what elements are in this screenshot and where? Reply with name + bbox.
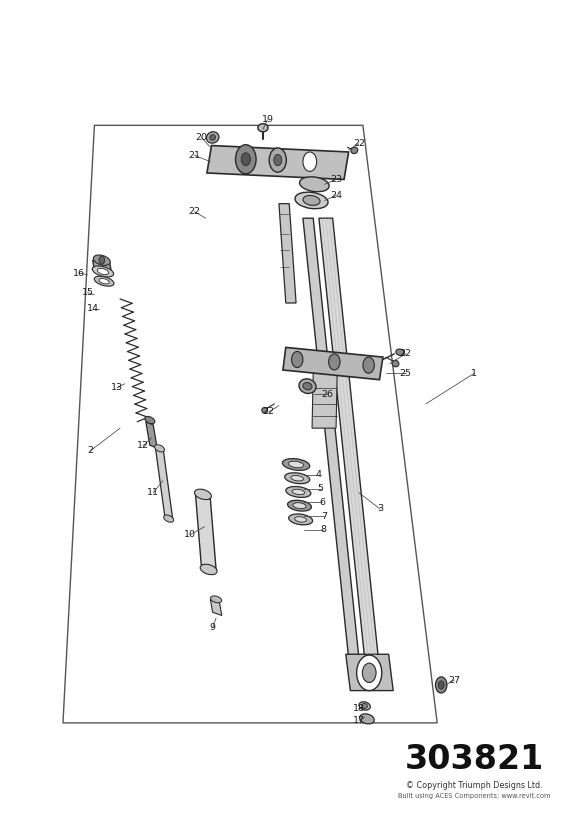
Ellipse shape bbox=[282, 459, 310, 471]
Ellipse shape bbox=[362, 704, 367, 709]
Polygon shape bbox=[319, 218, 381, 680]
Ellipse shape bbox=[291, 475, 304, 481]
Circle shape bbox=[292, 352, 303, 368]
Ellipse shape bbox=[303, 195, 320, 205]
Polygon shape bbox=[210, 599, 222, 616]
Ellipse shape bbox=[145, 416, 155, 424]
Polygon shape bbox=[207, 146, 349, 180]
Polygon shape bbox=[146, 422, 157, 448]
Text: 13: 13 bbox=[111, 383, 123, 392]
Circle shape bbox=[99, 256, 105, 265]
Text: 9: 9 bbox=[210, 623, 216, 632]
Ellipse shape bbox=[262, 408, 268, 413]
Text: 18: 18 bbox=[353, 704, 365, 713]
Ellipse shape bbox=[289, 514, 312, 525]
Text: 26: 26 bbox=[321, 390, 333, 399]
Text: 4: 4 bbox=[316, 471, 322, 480]
Ellipse shape bbox=[299, 379, 316, 394]
Text: 21: 21 bbox=[188, 151, 201, 160]
Text: 6: 6 bbox=[319, 498, 325, 507]
Circle shape bbox=[241, 152, 250, 166]
Text: 25: 25 bbox=[400, 368, 412, 377]
Ellipse shape bbox=[93, 255, 110, 265]
Circle shape bbox=[357, 655, 382, 691]
Text: 3: 3 bbox=[377, 504, 383, 513]
Ellipse shape bbox=[97, 269, 108, 274]
Ellipse shape bbox=[294, 517, 307, 522]
Ellipse shape bbox=[292, 489, 305, 494]
Polygon shape bbox=[195, 494, 216, 569]
Ellipse shape bbox=[164, 515, 174, 522]
Text: 7: 7 bbox=[321, 512, 327, 521]
Text: 10: 10 bbox=[184, 530, 196, 539]
Text: 17: 17 bbox=[353, 716, 365, 725]
Circle shape bbox=[363, 663, 376, 682]
Text: 19: 19 bbox=[262, 115, 273, 124]
Text: 11: 11 bbox=[147, 489, 159, 497]
Ellipse shape bbox=[295, 192, 328, 208]
Polygon shape bbox=[279, 204, 296, 303]
Ellipse shape bbox=[210, 596, 222, 603]
Text: 303821: 303821 bbox=[405, 742, 544, 775]
Text: 2: 2 bbox=[87, 447, 93, 456]
Circle shape bbox=[303, 152, 317, 171]
Polygon shape bbox=[346, 654, 393, 691]
Text: 1: 1 bbox=[471, 368, 477, 377]
Text: 22: 22 bbox=[400, 349, 412, 358]
Ellipse shape bbox=[392, 360, 399, 367]
Text: 22: 22 bbox=[263, 408, 275, 416]
Ellipse shape bbox=[92, 266, 114, 277]
Text: 8: 8 bbox=[320, 526, 326, 535]
Text: 20: 20 bbox=[195, 133, 207, 142]
Polygon shape bbox=[63, 125, 437, 723]
Ellipse shape bbox=[94, 276, 114, 286]
Ellipse shape bbox=[360, 714, 374, 723]
Text: 12: 12 bbox=[137, 442, 149, 451]
Circle shape bbox=[236, 145, 256, 174]
Ellipse shape bbox=[99, 279, 109, 284]
Text: 16: 16 bbox=[73, 269, 85, 278]
Ellipse shape bbox=[300, 177, 329, 192]
Text: 15: 15 bbox=[82, 288, 93, 297]
Text: 27: 27 bbox=[448, 676, 461, 685]
Ellipse shape bbox=[206, 132, 219, 143]
Ellipse shape bbox=[396, 349, 405, 355]
Text: 24: 24 bbox=[330, 191, 342, 200]
Ellipse shape bbox=[258, 124, 268, 132]
Ellipse shape bbox=[287, 500, 311, 511]
Ellipse shape bbox=[359, 702, 370, 710]
Ellipse shape bbox=[289, 461, 304, 468]
Circle shape bbox=[363, 357, 374, 373]
Ellipse shape bbox=[210, 134, 216, 140]
Ellipse shape bbox=[200, 564, 217, 574]
Ellipse shape bbox=[286, 486, 311, 498]
Text: 23: 23 bbox=[330, 175, 342, 184]
Ellipse shape bbox=[154, 445, 164, 452]
Polygon shape bbox=[312, 372, 337, 428]
Text: © Copyright Triumph Designs Ltd.: © Copyright Triumph Designs Ltd. bbox=[406, 780, 543, 789]
Circle shape bbox=[269, 148, 286, 172]
Polygon shape bbox=[303, 218, 361, 680]
Polygon shape bbox=[93, 260, 111, 273]
Circle shape bbox=[329, 353, 340, 370]
Text: 5: 5 bbox=[318, 485, 324, 494]
Text: 22: 22 bbox=[353, 139, 365, 148]
Text: 14: 14 bbox=[87, 304, 99, 313]
Text: Built using ACES Components: www.revit.com: Built using ACES Components: www.revit.c… bbox=[398, 793, 550, 798]
Circle shape bbox=[274, 154, 282, 166]
Ellipse shape bbox=[303, 382, 312, 390]
Ellipse shape bbox=[285, 473, 310, 484]
Ellipse shape bbox=[293, 503, 306, 508]
Ellipse shape bbox=[351, 147, 358, 153]
Text: 22: 22 bbox=[188, 207, 201, 216]
Polygon shape bbox=[156, 448, 173, 518]
Ellipse shape bbox=[195, 489, 212, 499]
Circle shape bbox=[438, 681, 444, 689]
Polygon shape bbox=[283, 348, 383, 380]
Circle shape bbox=[436, 677, 447, 693]
